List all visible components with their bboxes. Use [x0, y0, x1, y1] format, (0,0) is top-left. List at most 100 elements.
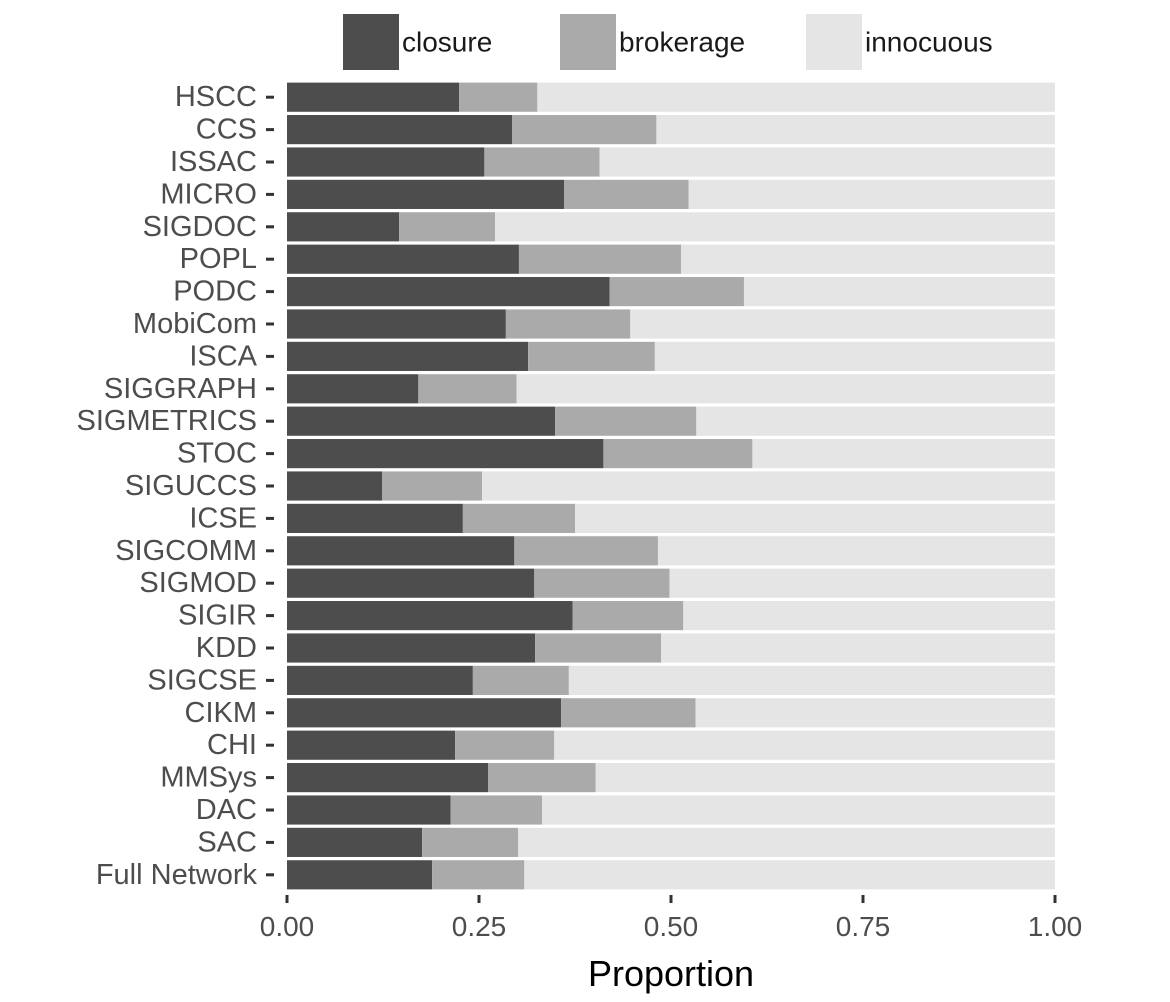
x-tick-label-1: 0.25	[452, 911, 507, 942]
bar-brokerage-2	[484, 147, 600, 177]
bar-closure-16	[287, 601, 573, 631]
bar-closure-21	[287, 763, 489, 793]
bar-closure-8	[287, 341, 529, 371]
y-tick-label-11: STOC	[177, 438, 257, 470]
bar-closure-7	[287, 309, 506, 339]
x-tick-label-0: 0.00	[260, 911, 315, 942]
bar-closure-9	[287, 374, 419, 404]
y-tick-label-14: SIGCOMM	[115, 535, 257, 567]
y-axis: HSCCCCSISSACMICROSIGDOCPOPLPODCMobiComIS…	[77, 81, 274, 891]
y-tick-label-20: CHI	[207, 729, 257, 761]
bar-closure-2	[287, 147, 485, 177]
bars-area	[287, 82, 1055, 890]
bar-innocuous-2	[599, 147, 1055, 177]
legend-key-innocuous	[806, 14, 862, 70]
x-tick-label-4: 1.00	[1028, 911, 1083, 942]
bar-innocuous-4	[495, 212, 1055, 242]
bar-innocuous-19	[695, 698, 1055, 728]
y-tick-label-3: MICRO	[160, 178, 257, 210]
bar-closure-6	[287, 277, 610, 307]
bar-innocuous-20	[554, 730, 1055, 760]
bar-closure-20	[287, 730, 456, 760]
bar-brokerage-19	[561, 698, 696, 728]
bar-innocuous-12	[482, 471, 1055, 501]
legend-key-closure	[343, 14, 399, 70]
bar-innocuous-24	[524, 860, 1055, 890]
bar-innocuous-3	[688, 179, 1055, 209]
bar-closure-19	[287, 698, 562, 728]
bar-brokerage-13	[462, 503, 575, 533]
bar-innocuous-17	[661, 633, 1055, 663]
x-tick-label-3: 0.75	[836, 911, 891, 942]
y-tick-label-1: CCS	[196, 114, 257, 146]
bar-brokerage-21	[488, 763, 596, 793]
legend-label-closure: closure	[402, 27, 492, 58]
bar-brokerage-9	[418, 374, 517, 404]
y-tick-label-15: SIGMOD	[139, 567, 257, 599]
bar-closure-23	[287, 827, 423, 857]
bar-closure-0	[287, 82, 460, 112]
bar-brokerage-17	[535, 633, 662, 663]
y-tick-label-17: KDD	[196, 632, 257, 664]
bar-brokerage-24	[432, 860, 525, 890]
bar-brokerage-0	[459, 82, 538, 112]
y-tick-label-18: SIGCSE	[147, 664, 257, 696]
bar-brokerage-4	[399, 212, 496, 242]
bar-brokerage-12	[382, 471, 483, 501]
y-tick-label-12: SIGUCCS	[125, 470, 257, 502]
bar-brokerage-7	[505, 309, 631, 339]
x-tick-label-2: 0.50	[644, 911, 699, 942]
bar-brokerage-10	[555, 406, 697, 436]
bar-brokerage-22	[450, 795, 542, 825]
bar-innocuous-1	[656, 115, 1055, 145]
bar-closure-18	[287, 665, 473, 695]
y-tick-label-4: SIGDOC	[143, 211, 257, 243]
y-tick-label-22: DAC	[196, 794, 257, 826]
y-tick-label-19: CIKM	[185, 697, 258, 729]
bar-brokerage-15	[534, 568, 670, 598]
y-tick-label-9: SIGGRAPH	[104, 373, 257, 405]
bar-closure-13	[287, 503, 463, 533]
bar-innocuous-7	[630, 309, 1055, 339]
bar-closure-12	[287, 471, 383, 501]
y-tick-label-16: SIGIR	[178, 600, 257, 632]
bar-innocuous-11	[752, 439, 1055, 469]
bar-brokerage-14	[514, 536, 658, 566]
bar-brokerage-18	[472, 665, 569, 695]
bar-closure-1	[287, 115, 513, 145]
bar-innocuous-14	[657, 536, 1055, 566]
bar-innocuous-6	[743, 277, 1055, 307]
y-tick-label-0: HSCC	[175, 81, 257, 113]
legend-key-brokerage	[560, 14, 616, 70]
y-tick-label-10: SIGMETRICS	[77, 405, 257, 437]
bar-closure-24	[287, 860, 433, 890]
y-tick-label-21: MMSys	[160, 762, 257, 794]
y-tick-label-2: ISSAC	[170, 146, 257, 178]
bar-innocuous-16	[683, 601, 1055, 631]
bar-brokerage-11	[603, 439, 753, 469]
bar-innocuous-23	[518, 827, 1055, 857]
bar-brokerage-3	[564, 179, 689, 209]
y-tick-label-23: SAC	[197, 826, 257, 858]
bar-closure-10	[287, 406, 556, 436]
bar-innocuous-15	[669, 568, 1055, 598]
y-tick-label-13: ICSE	[189, 502, 257, 534]
y-tick-label-5: POPL	[180, 243, 257, 275]
bar-brokerage-6	[609, 277, 744, 307]
bar-closure-14	[287, 536, 515, 566]
bar-closure-11	[287, 439, 604, 469]
legend-label-innocuous: innocuous	[865, 27, 993, 58]
bar-innocuous-21	[595, 763, 1055, 793]
bar-innocuous-5	[680, 244, 1055, 274]
y-tick-label-24: Full Network	[96, 859, 258, 891]
bar-closure-5	[287, 244, 519, 274]
bar-innocuous-22	[541, 795, 1055, 825]
bar-closure-22	[287, 795, 451, 825]
bar-brokerage-5	[518, 244, 681, 274]
bar-brokerage-1	[512, 115, 657, 145]
bar-closure-15	[287, 568, 535, 598]
bar-closure-4	[287, 212, 400, 242]
bar-closure-17	[287, 633, 536, 663]
bar-innocuous-9	[516, 374, 1055, 404]
